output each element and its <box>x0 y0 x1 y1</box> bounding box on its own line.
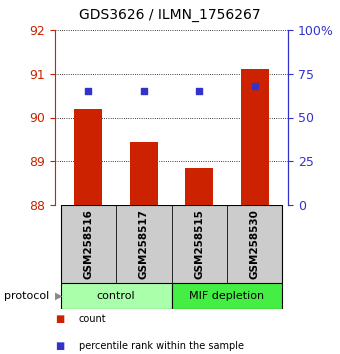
Point <box>197 88 202 94</box>
Text: GSM258516: GSM258516 <box>83 209 93 279</box>
Text: ■: ■ <box>55 341 64 350</box>
Bar <box>185 168 213 205</box>
Bar <box>130 142 158 205</box>
Text: GSM258517: GSM258517 <box>139 209 149 279</box>
Point <box>252 83 257 89</box>
Point <box>86 88 91 94</box>
Text: GSM258515: GSM258515 <box>194 209 204 279</box>
Text: count: count <box>79 314 106 324</box>
Text: ■: ■ <box>55 314 64 324</box>
Text: control: control <box>97 291 135 301</box>
Text: ▶: ▶ <box>55 291 62 301</box>
Bar <box>74 109 102 205</box>
Bar <box>171 205 227 283</box>
Text: GDS3626 / ILMN_1756267: GDS3626 / ILMN_1756267 <box>79 8 261 22</box>
Bar <box>116 205 171 283</box>
Point <box>141 88 147 94</box>
Bar <box>61 205 116 283</box>
Bar <box>171 283 283 309</box>
Text: GSM258530: GSM258530 <box>250 209 260 279</box>
Text: protocol: protocol <box>4 291 50 301</box>
Bar <box>241 69 269 205</box>
Text: MIF depletion: MIF depletion <box>189 291 265 301</box>
Text: percentile rank within the sample: percentile rank within the sample <box>79 341 244 350</box>
Bar <box>227 205 283 283</box>
Bar <box>61 283 171 309</box>
